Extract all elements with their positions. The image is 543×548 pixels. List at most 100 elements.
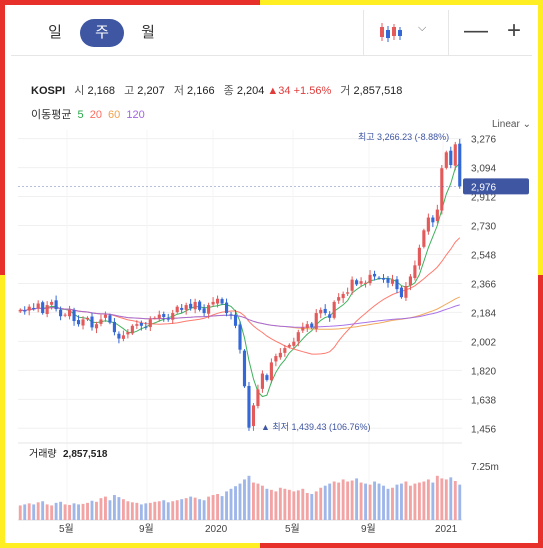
candle — [287, 344, 291, 347]
volume-bar — [278, 487, 282, 520]
volume-bar — [77, 504, 80, 520]
x-tick-label: 9월 — [139, 523, 154, 535]
candle — [292, 341, 296, 346]
volume-bar — [171, 501, 175, 520]
volume-bar — [148, 502, 152, 520]
candle — [233, 314, 238, 326]
volume-bar — [234, 486, 237, 520]
chevron-down-icon: ⌵ — [418, 22, 427, 34]
y-tick-label: 2,548 — [471, 250, 496, 261]
candle — [148, 319, 152, 328]
volume-bar — [395, 484, 399, 520]
candle — [404, 286, 408, 298]
open-label: 시 — [74, 85, 85, 97]
volume-bar — [386, 488, 390, 520]
candle — [36, 303, 40, 309]
volume-bar — [364, 483, 368, 520]
candle — [94, 324, 99, 329]
candle — [54, 300, 58, 310]
candle — [130, 325, 134, 334]
volume-bar — [198, 499, 202, 520]
candle — [305, 324, 309, 329]
candle — [417, 247, 421, 266]
candle — [238, 324, 242, 350]
volume-bar — [175, 500, 179, 520]
candle — [386, 278, 390, 283]
candle — [426, 217, 430, 232]
ma-60[interactable]: 60 — [108, 109, 121, 121]
volume-total: 2,857,518 — [63, 449, 108, 460]
volume-bar — [247, 475, 251, 520]
price-chart[interactable]: 3,276 3,094 2,912 2,730 2,548 2,366 2,184 2,002… — [11, 10, 532, 538]
candle — [359, 281, 363, 284]
candle — [269, 362, 273, 381]
stock-chart-card: 일 주 월 ⌵ — + KOSPI 시 2,168 고 2,207 저 2,16… — [11, 10, 532, 538]
volume-bar — [350, 480, 354, 520]
volume-bar — [104, 496, 107, 520]
volume-bar — [144, 503, 148, 520]
volume-bar — [422, 481, 426, 520]
candle — [41, 302, 45, 314]
candle — [310, 323, 314, 328]
volume-bar — [314, 491, 318, 520]
volume-bar — [108, 500, 112, 520]
chart-type-selector[interactable]: ⌵ — [363, 10, 449, 55]
quote-summary: KOSPI 시 2,168 고 2,207 저 2,166 종 2,204 ▲3… — [31, 82, 402, 98]
candle — [68, 309, 72, 317]
volume-bar — [449, 477, 453, 520]
candle — [390, 279, 395, 284]
volume-bar — [453, 481, 457, 520]
volume-bar — [283, 488, 287, 520]
candle — [274, 356, 278, 362]
candle — [85, 317, 90, 320]
candle — [355, 280, 359, 285]
volume-bar — [417, 482, 421, 520]
candle — [76, 320, 81, 325]
volume-bar — [36, 502, 40, 520]
candle — [18, 309, 22, 312]
y-tick-label: 1,638 — [471, 395, 496, 406]
candle — [157, 314, 161, 319]
candle — [399, 287, 404, 298]
candle — [453, 144, 457, 166]
y-tick-label: 2,366 — [471, 279, 496, 290]
volume-bar — [32, 504, 36, 520]
ma-120[interactable]: 120 — [126, 109, 145, 121]
volume-bar — [426, 479, 430, 520]
volume-bar — [346, 481, 350, 520]
volume-bar — [337, 482, 341, 520]
candle — [229, 314, 233, 316]
candle — [50, 301, 54, 305]
tab-daily[interactable]: 일 — [48, 24, 62, 41]
volume-bar — [431, 482, 435, 520]
scale-selector[interactable]: Linear ⌄ — [492, 119, 531, 130]
candle — [153, 317, 157, 319]
volume-bar — [444, 479, 448, 520]
zoom-out-button[interactable]: — — [464, 17, 488, 44]
volume-bar — [135, 502, 139, 520]
volume-bar — [117, 497, 121, 520]
candle — [346, 292, 350, 294]
candle — [72, 310, 76, 322]
volume-bar — [373, 481, 376, 520]
candle — [81, 319, 85, 326]
volume-bar — [391, 487, 394, 520]
volume-axis-label: 7.25m — [471, 462, 499, 473]
volume-bar — [252, 482, 255, 520]
volume-bar — [207, 496, 211, 520]
candle — [224, 302, 229, 314]
volume-bar — [287, 489, 291, 520]
ma-5[interactable]: 5 — [77, 109, 84, 121]
tab-weekly[interactable]: 주 — [80, 19, 124, 47]
y-tick-label: 3,094 — [471, 164, 496, 175]
zoom-in-button[interactable]: + — [506, 17, 521, 44]
y-tick-label: 2,002 — [471, 337, 496, 348]
candle — [242, 350, 247, 387]
volume-bar — [216, 494, 220, 520]
tab-monthly[interactable]: 월 — [141, 24, 155, 41]
volume-bar — [72, 503, 76, 520]
candle — [103, 314, 108, 318]
ma-20[interactable]: 20 — [89, 109, 102, 121]
volume-bar — [382, 485, 385, 520]
